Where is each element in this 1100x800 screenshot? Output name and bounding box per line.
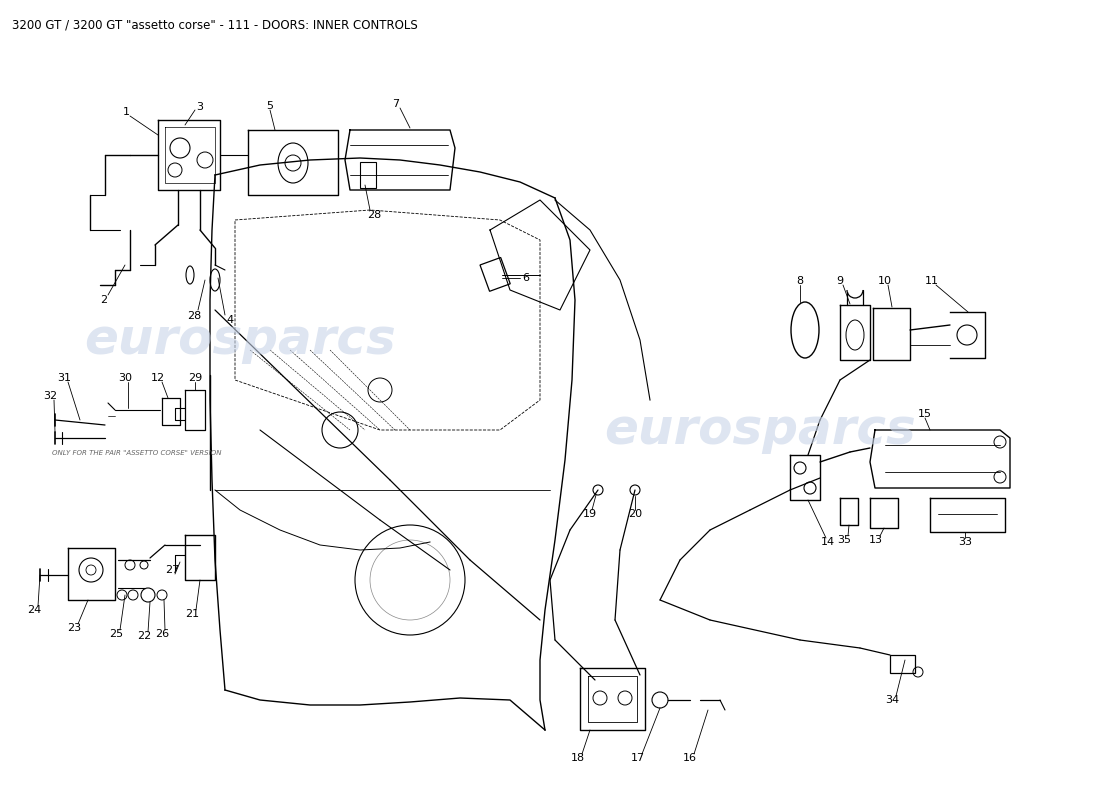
Text: 16: 16	[683, 753, 697, 763]
Text: 34: 34	[884, 695, 899, 705]
Text: 1: 1	[122, 107, 130, 117]
Text: 13: 13	[869, 535, 883, 545]
Text: eurosparcs: eurosparcs	[604, 406, 916, 454]
Text: 28: 28	[187, 311, 201, 321]
Text: 29: 29	[188, 373, 202, 383]
Text: 20: 20	[628, 509, 642, 519]
Text: 19: 19	[583, 509, 597, 519]
Text: ONLY FOR THE PAIR "ASSETTO CORSE" VERSION: ONLY FOR THE PAIR "ASSETTO CORSE" VERSIO…	[52, 450, 221, 456]
Bar	[480, 258, 510, 291]
Text: 27: 27	[165, 565, 179, 575]
Text: 12: 12	[151, 373, 165, 383]
Text: 35: 35	[837, 535, 851, 545]
Text: 11: 11	[925, 276, 939, 286]
Text: 26: 26	[155, 629, 169, 639]
Text: 3200 GT / 3200 GT "assetto corse" - 111 - DOORS: INNER CONTROLS: 3200 GT / 3200 GT "assetto corse" - 111 …	[12, 18, 418, 31]
Text: 32: 32	[43, 391, 57, 401]
Bar	[890, 655, 915, 673]
Text: 3: 3	[197, 102, 204, 112]
Text: 10: 10	[878, 276, 892, 286]
Text: 6: 6	[522, 273, 529, 283]
Text: 30: 30	[118, 373, 132, 383]
Text: 8: 8	[796, 276, 804, 286]
Text: 9: 9	[836, 276, 844, 286]
Text: 33: 33	[958, 537, 972, 547]
Text: 7: 7	[393, 99, 399, 109]
Text: 18: 18	[571, 753, 585, 763]
Text: 14: 14	[821, 537, 835, 547]
Text: 23: 23	[67, 623, 81, 633]
Text: 31: 31	[57, 373, 72, 383]
Text: 25: 25	[109, 629, 123, 639]
Text: eurosparcs: eurosparcs	[84, 316, 396, 364]
Text: 24: 24	[26, 605, 41, 615]
Bar	[360, 162, 376, 188]
Text: 2: 2	[100, 295, 108, 305]
Text: 22: 22	[136, 631, 151, 641]
Text: 17: 17	[631, 753, 645, 763]
Text: 5: 5	[266, 101, 274, 111]
Text: 28: 28	[367, 210, 381, 220]
Text: 15: 15	[918, 409, 932, 419]
Text: 4: 4	[227, 315, 233, 325]
Text: 21: 21	[185, 609, 199, 619]
